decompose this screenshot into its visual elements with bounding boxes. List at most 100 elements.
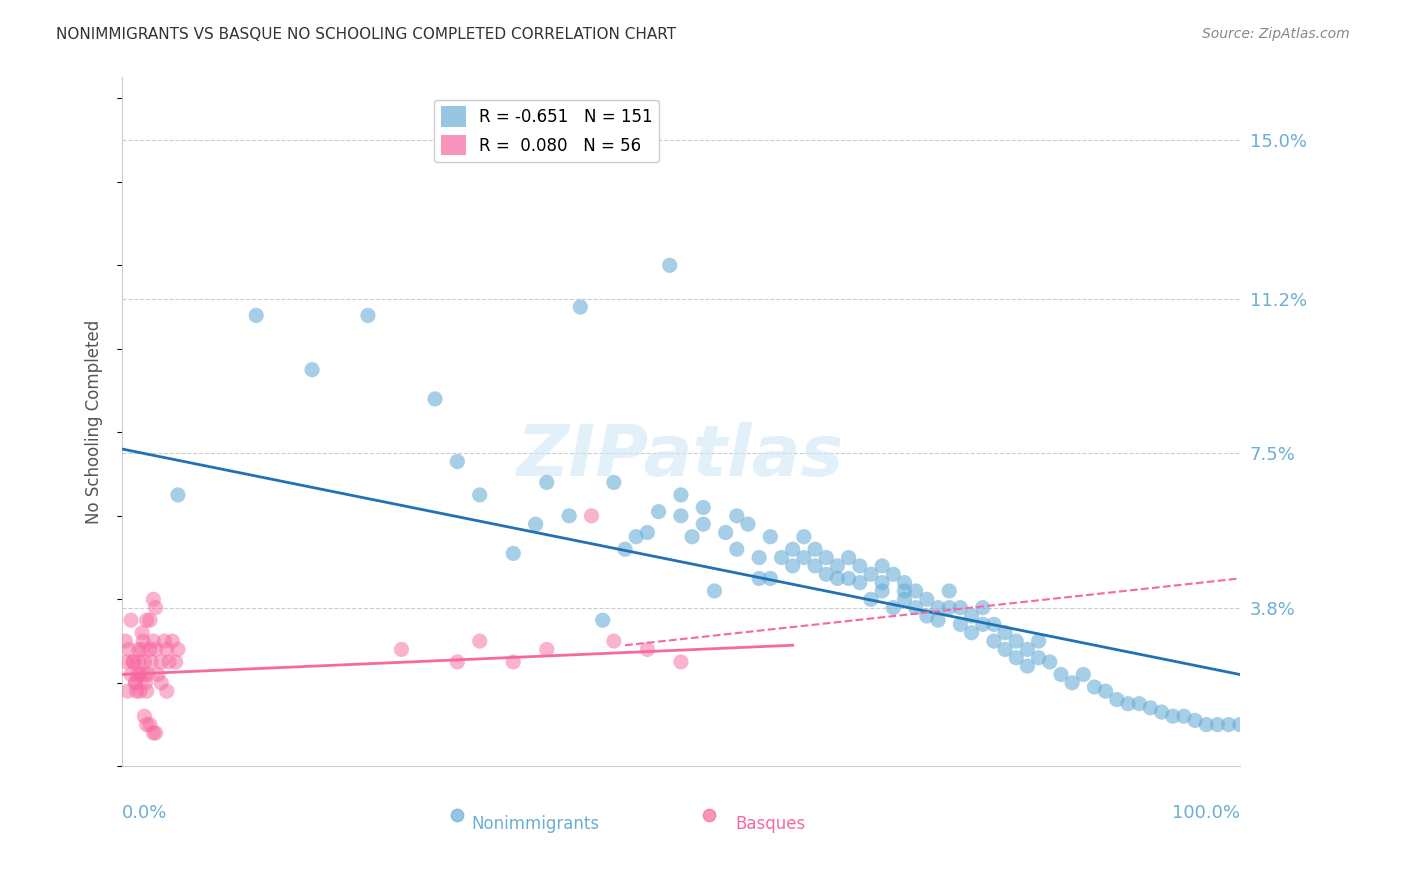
Text: 0.0%: 0.0% [122,805,167,822]
Point [536,475,558,490]
Point [122,655,145,669]
Point [972,617,994,632]
Point [1005,634,1028,648]
Point [1150,705,1173,719]
Point [927,600,949,615]
Point [972,600,994,615]
Point [301,362,323,376]
Point [157,655,180,669]
Point [893,584,915,599]
Point [983,617,1005,632]
Point [748,550,770,565]
Point [134,667,156,681]
Point [904,584,927,599]
Point [1195,717,1218,731]
Point [647,505,669,519]
Point [131,625,153,640]
Point [446,655,468,669]
Point [1083,680,1105,694]
Point [120,613,142,627]
Point [536,642,558,657]
Point [793,530,815,544]
Point [915,609,938,624]
Point [357,309,380,323]
Point [128,642,150,657]
Point [1039,655,1062,669]
Point [793,550,815,565]
Point [142,726,165,740]
Point [859,567,882,582]
Point [139,642,162,657]
Point [502,655,524,669]
Point [960,609,983,624]
Point [1128,697,1150,711]
Point [134,655,156,669]
Point [703,584,725,599]
Point [132,634,155,648]
Point [636,642,658,657]
Point [245,309,267,323]
Text: ZIPatlas: ZIPatlas [517,422,845,491]
Point [669,655,692,669]
Point [658,258,681,272]
Point [145,642,167,657]
Legend: R = -0.651   N = 151, R =  0.080   N = 56: R = -0.651 N = 151, R = 0.080 N = 56 [434,100,659,161]
Point [146,667,169,681]
Point [1173,709,1195,723]
Point [1017,659,1039,673]
Point [804,558,827,573]
Point [624,530,647,544]
Point [124,675,146,690]
Point [145,726,167,740]
Point [960,625,983,640]
Point [904,600,927,615]
Point [1028,634,1050,648]
Point [848,558,870,573]
Point [915,592,938,607]
Point [669,488,692,502]
Y-axis label: No Schooling Completed: No Schooling Completed [86,319,103,524]
Point [725,508,748,523]
Point [827,571,849,585]
Point [1062,675,1084,690]
Point [125,684,148,698]
Point [759,571,782,585]
Point [1105,692,1128,706]
Point [468,634,491,648]
Point [725,542,748,557]
Point [145,600,167,615]
Point [129,684,152,698]
Point [122,655,145,669]
Point [893,575,915,590]
Point [681,530,703,544]
Point [150,655,173,669]
Point [949,617,972,632]
Point [135,684,157,698]
Point [167,642,190,657]
Point [782,558,804,573]
Point [118,642,141,657]
Point [692,517,714,532]
Point [1050,667,1073,681]
Point [156,642,179,657]
Point [737,517,759,532]
Point [949,600,972,615]
Point [139,613,162,627]
Point [859,592,882,607]
Text: Source: ZipAtlas.com: Source: ZipAtlas.com [1202,27,1350,41]
Point [446,454,468,468]
Point [636,525,658,540]
Point [558,508,581,523]
Point [129,667,152,681]
Point [893,592,915,607]
Point [1116,697,1139,711]
Point [770,550,793,565]
Point [714,525,737,540]
Point [838,571,860,585]
Point [669,508,692,523]
Point [167,488,190,502]
Point [994,642,1017,657]
Point [569,300,592,314]
Text: 100.0%: 100.0% [1171,805,1240,822]
Point [127,667,149,681]
